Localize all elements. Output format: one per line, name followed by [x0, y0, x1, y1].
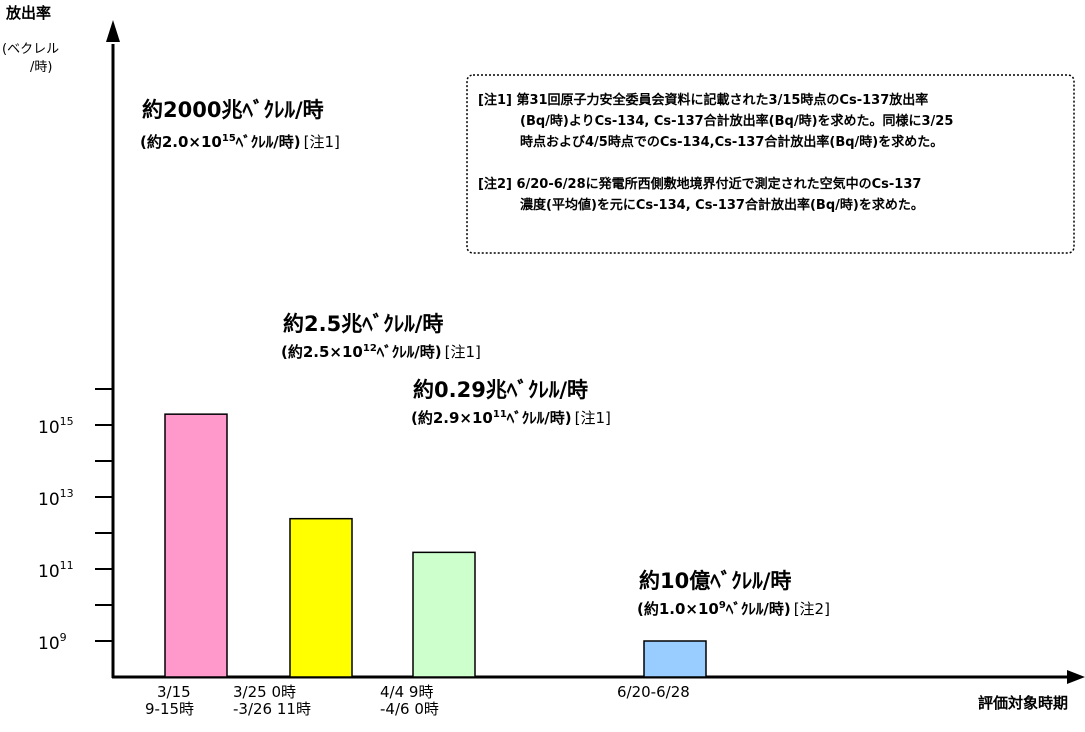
bar-annotation-sub: (約1.0×109ﾍﾞｸﾚﾙ/時) [注2] [637, 600, 830, 618]
note-line: (Bq/時)よりCs-134, Cs-137合計放出率(Bq/時)を求めた。同様… [520, 113, 953, 129]
bar-annotation-main: 約2000兆ﾍﾞｸﾚﾙ/時 [142, 98, 324, 122]
bar [164, 413, 228, 678]
bar [643, 640, 707, 678]
note-line: [注2] 6/20-6/28に発電所西側敷地境界付近で測定された空気中のCs-1… [478, 176, 921, 192]
bar-annotation-sub: (約2.0×1015ﾍﾞｸﾚﾙ/時) [注1] [140, 133, 340, 151]
bar [412, 551, 476, 678]
y-ticks: 109 1011 1013 1015 [38, 388, 113, 654]
x-axis-arrow [1067, 670, 1085, 684]
bar-annotations: 約2000兆ﾍﾞｸﾚﾙ/時 (約2.0×1015ﾍﾞｸﾚﾙ/時) [注1] 約2.5兆… [140, 98, 830, 618]
category-label: 3/25 0時-3/26 11時 [233, 683, 311, 718]
x-axis-label: 評価対象時期 [978, 694, 1068, 712]
y-axis-unit-line1: (ベクレル [2, 42, 59, 57]
y-axis-unit-line2: /時) [30, 60, 52, 75]
notes-box [466, 74, 1075, 254]
bar-annotation-sub: (約2.5×1012ﾍﾞｸﾚﾙ/時) [注1] [281, 343, 481, 361]
bar-annotation-sub: (約2.9×1011ﾍﾞｸﾚﾙ/時) [注1] [411, 409, 611, 427]
y-tick-label: 109 [38, 631, 67, 654]
y-axis-label: 放出率 [5, 4, 51, 22]
y-tick-label: 1011 [38, 559, 74, 582]
bar-annotation-main: 約0.29兆ﾍﾞｸﾚﾙ/時 [413, 378, 588, 402]
category-label: 3/15 9-15時 [145, 683, 194, 718]
note-line: 濃度(平均値)を元にCs-134, Cs-137合計放出率(Bq/時)を求めた。 [520, 197, 924, 213]
y-tick-label: 1013 [38, 487, 74, 510]
note-line: [注1] 第31回原子力安全委員会資料に記載された3/15時点のCs-137放出… [478, 92, 928, 108]
y-axis-arrow [106, 20, 120, 42]
category-labels: 3/15 9-15時 3/25 0時-3/26 11時 4/4 9時-4/6 0時 6/… [145, 683, 690, 718]
y-tick-label: 1015 [38, 415, 74, 438]
bar-annotation-main: 約2.5兆ﾍﾞｸﾚﾙ/時 [283, 312, 443, 336]
notes: [注1] 第31回原子力安全委員会資料に記載された3/15時点のCs-137放出… [478, 92, 953, 213]
note-line: 時点および4/5時点でのCs-134,Cs-137合計放出率(Bq/時)を求めた… [520, 134, 943, 150]
bar [289, 517, 353, 678]
category-label: 6/20-6/28 [617, 683, 690, 701]
bars [164, 413, 707, 678]
bar-annotation-main: 約10億ﾍﾞｸﾚﾙ/時 [639, 569, 791, 593]
category-label: 4/4 9時-4/6 0時 [380, 683, 439, 718]
